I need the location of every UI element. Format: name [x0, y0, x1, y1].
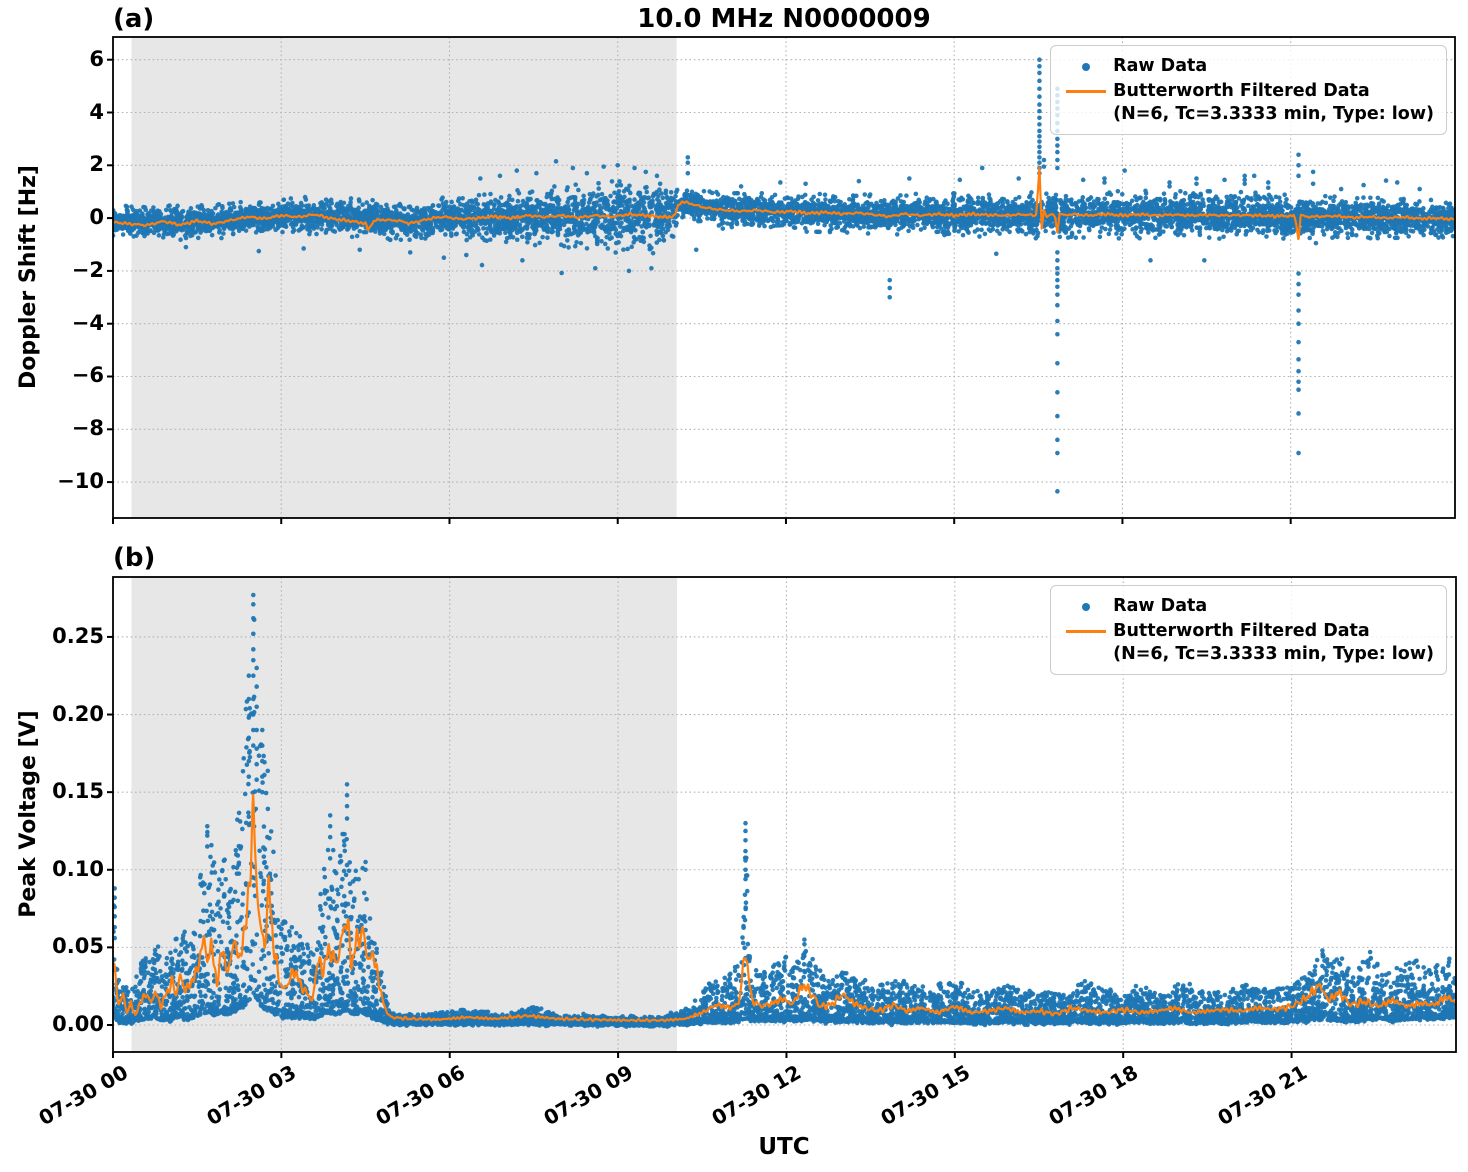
- legend-entry-raw: Raw Data: [1059, 595, 1434, 618]
- panel-a-label: (a): [113, 4, 155, 34]
- legend-entry-filtered: Butterworth Filtered Data (N=6, Tc=3.333…: [1059, 80, 1434, 126]
- legend-entry-raw: Raw Data: [1059, 55, 1434, 78]
- y-tick-label: 6: [89, 46, 104, 71]
- raw-data-dot-icon: [1059, 55, 1113, 71]
- y-tick-label: 0.05: [52, 934, 104, 959]
- y-tick-label: 0: [89, 205, 104, 230]
- filtered-data-line-icon: [1059, 620, 1113, 633]
- y-tick-label: −8: [71, 416, 104, 441]
- panel-b-legend: Raw Data Butterworth Filtered Data (N=6,…: [1050, 585, 1447, 676]
- y-tick-label: −10: [57, 469, 104, 494]
- y-tick-label: 4: [89, 99, 104, 124]
- legend-entry-filtered: Butterworth Filtered Data (N=6, Tc=3.333…: [1059, 620, 1434, 666]
- filtered-data-line-icon: [1059, 80, 1113, 93]
- legend-filtered-label: Butterworth Filtered Data (N=6, Tc=3.333…: [1113, 620, 1434, 664]
- y-tick-label: −2: [71, 257, 104, 282]
- legend-filtered-label: Butterworth Filtered Data (N=6, Tc=3.333…: [1113, 80, 1434, 124]
- raw-data-dot-icon: [1059, 595, 1113, 611]
- x-axis-label: UTC: [758, 1134, 810, 1160]
- legend-raw-label: Raw Data: [1113, 56, 1208, 76]
- y-tick-label: 2: [89, 152, 104, 177]
- y-tick-label: 0.25: [52, 623, 104, 648]
- y-tick-label: −6: [71, 363, 104, 388]
- legend-raw-label: Raw Data: [1113, 596, 1208, 616]
- panel-b-label: (b): [113, 543, 156, 573]
- panel-a-legend: Raw Data Butterworth Filtered Data (N=6,…: [1050, 45, 1447, 136]
- figure-title: 10.0 MHz N0000009: [637, 4, 931, 34]
- y-tick-label: 0.00: [52, 1011, 104, 1036]
- y-tick-label: 0.20: [52, 701, 104, 726]
- y-tick-label: 0.10: [52, 856, 104, 881]
- y-tick-label: −4: [71, 310, 104, 335]
- y-tick-label: 0.15: [52, 779, 104, 804]
